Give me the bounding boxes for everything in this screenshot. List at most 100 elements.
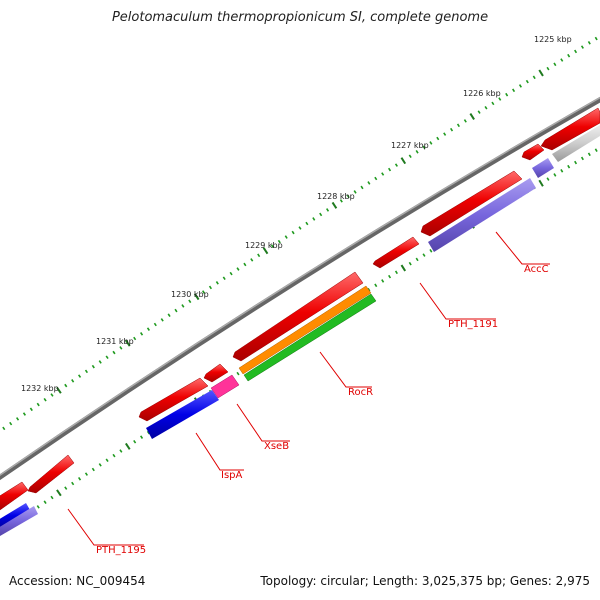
- inner-scale-tick: [64, 486, 68, 490]
- outer-scale-tick: [505, 92, 509, 97]
- outer-scale-tick: [538, 69, 544, 77]
- outer-scale-tick: [202, 290, 206, 294]
- outer-scale-tick: [91, 364, 95, 369]
- outer-scale-tick: [553, 62, 557, 67]
- outer-scale-tick: [429, 141, 433, 145]
- outer-scale-tick: [381, 172, 385, 176]
- inner-scale-tick: [580, 156, 584, 161]
- scale-label-1229: 1229 kbp: [245, 241, 283, 250]
- feature-blue-pth1195[interactable]: [0, 503, 30, 528]
- outer-scale-tick: [415, 150, 419, 154]
- gene-forward-1[interactable]: [540, 107, 600, 151]
- outer-scale-tick: [594, 36, 598, 41]
- gene-forward-6[interactable]: [203, 363, 229, 383]
- outer-scale-tick: [270, 244, 274, 248]
- outer-scale-tick: [250, 258, 254, 262]
- inner-scale-tick: [119, 449, 123, 453]
- inner-scale-tick: [140, 435, 144, 439]
- outer-scale-tick: [360, 185, 364, 190]
- gene-labels: AccC PTH_1191 RocR XseB IspA PTH_1195: [96, 264, 549, 556]
- outer-scale-tick: [312, 217, 316, 221]
- outer-scale-tick: [477, 110, 481, 114]
- outer-scale-tick: [84, 369, 89, 374]
- feature-purple-acc[interactable]: [428, 178, 536, 252]
- outer-scale-tick: [469, 113, 475, 121]
- inner-scale-tick: [567, 164, 571, 169]
- gene-forward-8[interactable]: [27, 454, 75, 494]
- label-leaders: [67, 231, 550, 546]
- inner-scale-tick: [429, 249, 433, 253]
- feature-green-rocr[interactable]: [243, 293, 377, 382]
- inner-scale-tick: [553, 173, 557, 177]
- inner-scale-tick: [394, 270, 398, 275]
- inner-scale-tick: [56, 489, 62, 497]
- scale-label-1232: 1232 kbp: [21, 384, 59, 393]
- outer-scale-tick: [326, 208, 330, 212]
- feature-pink-xseb[interactable]: [210, 374, 240, 399]
- outer-scale-tick: [9, 421, 13, 426]
- gene-forward-9[interactable]: [0, 481, 29, 511]
- outer-scale-tick: [574, 49, 578, 54]
- feature-blue-ispa[interactable]: [146, 390, 219, 439]
- inner-scale-tick: [408, 261, 412, 266]
- inner-scale-tick: [546, 177, 550, 181]
- inner-scale-tick: [594, 148, 598, 152]
- gene-forward-3[interactable]: [420, 170, 523, 237]
- outer-scale-tick: [319, 212, 323, 217]
- inner-scale-tick: [71, 481, 75, 486]
- outer-scale-tick: [56, 386, 62, 394]
- gene-forward-7[interactable]: [138, 377, 209, 422]
- outer-scale-tick: [346, 194, 350, 199]
- inner-scale-tick: [422, 253, 426, 257]
- outer-scale-tick: [587, 41, 591, 45]
- outer-scale-tick: [22, 412, 27, 416]
- gene-forward-4[interactable]: [372, 236, 420, 269]
- outer-scale-tick: [208, 285, 212, 290]
- gene-label-xseb[interactable]: XseB: [264, 441, 289, 452]
- outer-scale-tick: [277, 239, 281, 244]
- inner-scale-tick: [50, 495, 54, 500]
- inner-scale-tick: [560, 169, 564, 173]
- outer-scale-tick: [284, 235, 288, 239]
- feature-orange-rocr[interactable]: [238, 285, 372, 375]
- feature-grey[interactable]: [552, 125, 600, 162]
- outer-scale-tick: [388, 167, 392, 172]
- gene-forward-2[interactable]: [521, 143, 545, 161]
- gene-label-ispa[interactable]: IspA: [221, 470, 243, 481]
- outer-scale-tick: [112, 350, 116, 355]
- gene-label-pth1191[interactable]: PTH_1191: [448, 319, 498, 330]
- outer-scale-tick: [443, 132, 447, 136]
- inner-scale-tick: [91, 467, 95, 472]
- gene-forward-5-pth1191[interactable]: [232, 271, 364, 362]
- outer-scale-tick: [525, 79, 529, 84]
- outer-scale-tick: [532, 75, 536, 80]
- outer-scale-tick: [567, 53, 571, 58]
- inner-scale-tick: [587, 152, 591, 157]
- outer-scale-tick: [243, 262, 247, 267]
- outer-scale-tick: [124, 339, 131, 347]
- outer-scale-tick: [29, 407, 33, 412]
- outer-scale-tick: [374, 176, 378, 181]
- topology-text: Topology: circular; Length: 3,025,375 bp…: [260, 574, 590, 588]
- outer-scale-tick: [518, 84, 522, 88]
- inner-scale-tick: [84, 472, 89, 476]
- leader-xseb: [236, 403, 290, 442]
- inner-scale-tick: [105, 458, 109, 463]
- outer-scale-tick: [2, 426, 6, 431]
- feature-purple-1[interactable]: [532, 158, 554, 178]
- outer-scale-tick: [105, 355, 109, 360]
- inner-scale-tick: [133, 439, 137, 444]
- outer-scale-tick: [43, 398, 47, 402]
- gene-label-accc[interactable]: AccC: [524, 264, 549, 275]
- outer-scale-tick: [119, 346, 123, 350]
- inner-scale-tick: [574, 160, 578, 165]
- gene-label-rocr[interactable]: RocR: [348, 387, 373, 398]
- outer-scale-tick: [580, 45, 584, 49]
- feature-purple-pth1195[interactable]: [0, 506, 38, 536]
- inner-scale-tick: [374, 283, 378, 288]
- outer-scale-tick: [146, 327, 151, 331]
- scale-label-1231: 1231 kbp: [96, 337, 134, 346]
- gene-label-pth1195[interactable]: PTH_1195: [96, 545, 146, 556]
- scale-label-1227: 1227 kbp: [391, 141, 429, 150]
